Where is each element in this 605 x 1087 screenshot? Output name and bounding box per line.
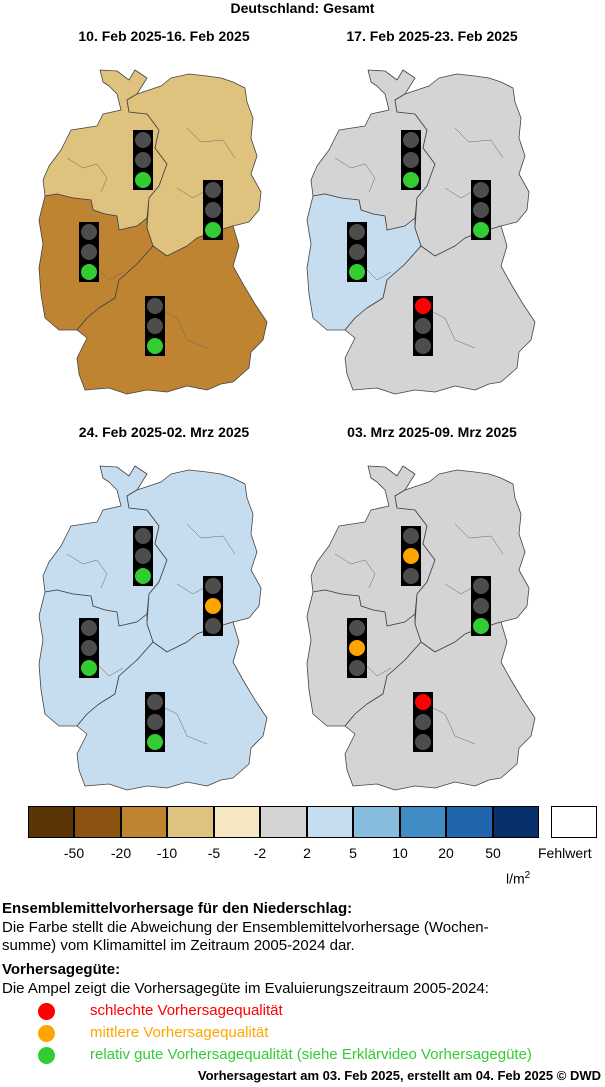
traffic-light-icon <box>203 180 223 240</box>
state-border <box>424 307 476 349</box>
colorbar-bin-20-50 <box>446 806 493 838</box>
colorbar-bin-lt-50 <box>28 806 74 838</box>
traffic-light-icon <box>413 692 433 752</box>
legend-heading-quality: Vorhersagegüte: <box>2 961 121 978</box>
colorbar-bin-gt-50 <box>493 806 539 838</box>
legend-item-medium: mittlere Vorhersagequalität <box>90 1024 269 1041</box>
colorbar-tick: 50 <box>485 845 501 861</box>
main-title: Deutschland: Gesamt <box>230 0 375 16</box>
colorbar-bin-10-5 <box>167 806 214 838</box>
state-border <box>334 553 376 589</box>
colorbar-bin-2-5 <box>307 806 353 838</box>
colorbar-tick: 2 <box>303 845 311 861</box>
legend-heading-ensemble: Ensemblemittelvorhersage für den Nieders… <box>2 900 353 917</box>
traffic-light-icon <box>79 222 99 282</box>
panel-title-3: 24. Feb 2025-02. Mrz 2025 <box>78 424 250 440</box>
legend-item-good: relativ gute Vorhersagequalität (siehe E… <box>90 1046 532 1063</box>
colorbar-bin-20-10 <box>121 806 167 838</box>
state-border <box>96 663 124 677</box>
state-border <box>186 523 236 555</box>
state-border <box>186 127 236 159</box>
colorbar-bin-5-10 <box>353 806 400 838</box>
colorbar-tick: 10 <box>392 845 408 861</box>
state-border <box>96 267 124 281</box>
colorbar-bin-5-2 <box>214 806 260 838</box>
region-south <box>76 621 268 791</box>
colorbar-bin-2-2 <box>260 806 307 838</box>
traffic-light-icon <box>145 296 165 356</box>
state-border <box>364 267 392 281</box>
traffic-light-icon <box>413 296 433 356</box>
map-panel-2 <box>306 69 536 395</box>
traffic-light-icon <box>79 618 99 678</box>
map-panel-1 <box>38 69 268 395</box>
state-border <box>454 523 504 555</box>
map-panel-4 <box>306 465 536 791</box>
legend-green-light-icon <box>38 1047 55 1064</box>
state-border <box>454 127 504 159</box>
colorbar-bin-missing <box>551 806 597 838</box>
traffic-light-icon <box>203 576 223 636</box>
colorbar-tick: -10 <box>156 845 178 861</box>
state-border <box>364 663 392 677</box>
region-south <box>344 621 536 791</box>
traffic-light-icon <box>401 526 421 586</box>
panel-title-1: 10. Feb 2025-16. Feb 2025 <box>78 28 250 44</box>
legend-text-ensemble-1: Die Farbe stellt die Abweichung der Ense… <box>2 919 489 936</box>
colorbar-unit-text: l/m <box>506 870 525 887</box>
panel-title-4: 03. Mrz 2025-09. Mrz 2025 <box>347 424 517 440</box>
traffic-light-icon <box>133 526 153 586</box>
colorbar-tick: 5 <box>349 845 357 861</box>
state-border <box>334 157 376 193</box>
state-border <box>66 553 108 589</box>
panel-title-2: 17. Feb 2025-23. Feb 2025 <box>346 28 518 44</box>
colorbar-tick: 20 <box>438 845 454 861</box>
legend-item-bad: schlechte Vorhersagequalität <box>90 1002 283 1019</box>
colorbar-tick: -2 <box>253 845 267 861</box>
traffic-light-icon <box>347 222 367 282</box>
footer-credit: Vorhersagestart am 03. Feb 2025, erstell… <box>197 1068 601 1083</box>
colorbar-unit: l/m2 <box>506 868 530 887</box>
traffic-light-icon <box>471 576 491 636</box>
traffic-light-icon <box>347 618 367 678</box>
traffic-light-icon <box>401 130 421 190</box>
colorbar-tick: -20 <box>110 845 132 861</box>
legend-text-ensemble-2: summe) vom Klimamittel im Zeitraum 2005-… <box>2 937 355 954</box>
state-border <box>156 703 208 745</box>
state-border <box>66 157 108 193</box>
region-south <box>76 225 268 395</box>
legend-red-light-icon <box>38 1003 55 1020</box>
colorbar-missing-label: Fehlwert <box>538 845 592 861</box>
legend-text-quality: Die Ampel zeigt die Vorhersagegüte im Ev… <box>2 980 489 997</box>
colorbar-bin-10-20 <box>400 806 446 838</box>
state-border <box>156 307 208 349</box>
traffic-light-icon <box>145 692 165 752</box>
colorbar-tick: -5 <box>207 845 221 861</box>
region-south <box>344 225 536 395</box>
traffic-light-icon <box>133 130 153 190</box>
colorbar-unit-sup: 2 <box>524 870 531 881</box>
colorbar-tick: -50 <box>63 845 85 861</box>
legend-orange-light-icon <box>38 1025 55 1042</box>
map-panel-3 <box>38 465 268 791</box>
colorbar-bin-50-20 <box>74 806 121 838</box>
traffic-light-icon <box>471 180 491 240</box>
state-border <box>424 703 476 745</box>
